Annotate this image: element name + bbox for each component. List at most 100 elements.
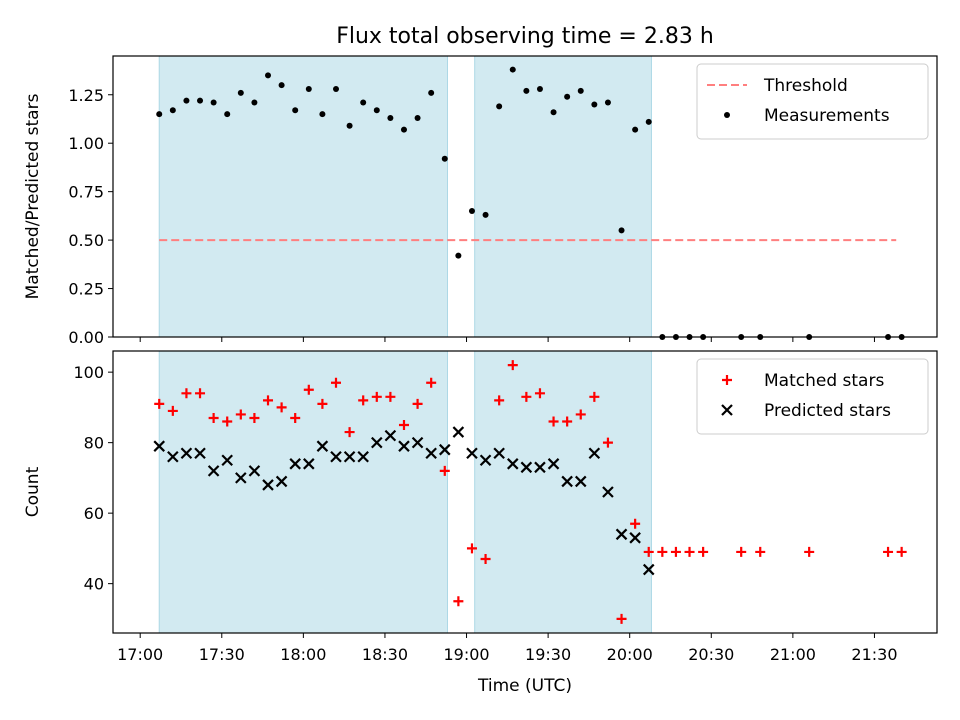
x-tick-label: 20:00	[607, 645, 653, 664]
matched-star-point	[562, 416, 573, 427]
y-tick-label: 80	[84, 434, 104, 453]
predicted-star-point	[547, 458, 560, 470]
predicted-star-point	[275, 475, 288, 488]
matched-star-point	[208, 412, 219, 423]
predicted-star-point	[479, 454, 492, 467]
matched-star-point	[602, 437, 613, 448]
matched-star-point	[303, 384, 314, 395]
measurement-point	[169, 107, 176, 114]
matched-star-point	[657, 546, 668, 557]
matched-star-point	[616, 613, 627, 624]
x-tick-label: 21:30	[851, 645, 897, 664]
y-tick-label: 1.00	[68, 134, 104, 153]
matched-star-point	[317, 398, 328, 409]
predicted-star-point	[316, 440, 329, 452]
predicted-star-point	[561, 475, 573, 488]
measurement-point	[428, 89, 435, 96]
legend-label: Measurements	[764, 106, 890, 126]
shaded-interval	[474, 55, 652, 338]
predicted-star-point	[398, 440, 410, 452]
measurement-point	[156, 111, 163, 118]
predicted-star-point	[588, 447, 601, 460]
legend-label: Threshold	[763, 76, 848, 96]
predicted-star-point	[629, 532, 641, 544]
matched-star-point	[883, 546, 894, 557]
axes-frame	[112, 55, 938, 338]
measurement-point	[618, 227, 625, 234]
matched-star-point	[167, 405, 178, 416]
shaded-interval	[158, 55, 448, 338]
measurement-point	[387, 115, 394, 122]
predicted-star-point	[534, 461, 546, 474]
measurement-point	[564, 93, 571, 100]
matched-star-point	[330, 377, 341, 388]
matched-star-point	[371, 391, 382, 402]
y-tick-label: 100	[73, 363, 104, 382]
predicted-star-point	[371, 436, 383, 449]
measurement-point	[197, 97, 204, 104]
predicted-star-point	[248, 465, 261, 477]
measurement-point	[292, 107, 299, 114]
matched-star-point	[426, 377, 437, 388]
axes-frame	[112, 350, 938, 634]
x-axis-label: Time (UTC)	[477, 676, 572, 696]
measurement-point	[523, 87, 530, 94]
measurement-point	[237, 89, 244, 96]
matched-star-point	[507, 360, 518, 371]
x-tick-label: 19:30	[525, 645, 571, 664]
measurement-point	[645, 118, 652, 125]
predicted-star-point	[574, 475, 587, 488]
predicted-star-point	[493, 447, 505, 460]
measurement-point	[455, 252, 462, 259]
measurement-point	[346, 122, 353, 129]
matched-star-point	[548, 416, 559, 427]
x-tick-label: 21:00	[770, 645, 816, 664]
measurement-point	[632, 126, 639, 133]
matched-star-point	[896, 546, 907, 557]
matched-star-point	[466, 543, 477, 554]
measurement-point	[373, 107, 380, 114]
legend-swatch-measurements	[724, 112, 730, 118]
x-tick-label: 19:00	[443, 645, 489, 664]
matched-star-point	[630, 518, 641, 529]
measurement-point	[591, 101, 598, 108]
predicted-star-point	[180, 447, 193, 460]
y-tick-label: 0.25	[68, 280, 104, 299]
matched-star-point	[276, 402, 287, 413]
y-tick-label: 0.75	[68, 183, 104, 202]
figure-title: Flux total observing time = 2.83 h	[336, 24, 714, 49]
measurement-point	[414, 115, 421, 122]
matched-star-point	[154, 398, 165, 409]
measurement-point	[577, 87, 584, 94]
predicted-star-point	[221, 454, 233, 467]
predicted-star-point	[289, 458, 301, 470]
predicted-star-point	[438, 443, 451, 456]
matched-star-point	[670, 546, 681, 557]
predicted-star-point	[235, 472, 247, 484]
measurement-point	[319, 111, 326, 118]
measurement-point	[441, 155, 448, 162]
measurement-point	[496, 103, 503, 110]
measurement-point	[400, 126, 407, 133]
matched-star-point	[736, 546, 747, 557]
predicted-star-point	[303, 458, 315, 470]
predicted-star-point	[357, 450, 369, 463]
predicted-star-point	[506, 458, 519, 470]
predicted-star-point	[207, 465, 220, 477]
predicted-star-point	[520, 461, 533, 474]
bottom-axes: 40 60 80 100 17:00 17:30 18:00 18:30 19:00 19:30 2…	[23, 350, 938, 664]
measurement-point	[265, 72, 272, 79]
matched-star-point	[358, 395, 369, 406]
measurement-point	[251, 99, 258, 106]
matched-star-point	[755, 546, 766, 557]
predicted-star-point	[194, 447, 206, 460]
measurement-point	[468, 208, 475, 215]
measurement-point	[536, 85, 543, 92]
matched-star-point	[181, 388, 192, 399]
matched-star-point	[249, 412, 260, 423]
top-axes: 0.00 0.25 0.50 0.75 1.00 1.25 Matched/Predicte…	[23, 55, 938, 347]
matched-star-point	[804, 546, 815, 557]
predicted-star-point	[343, 450, 356, 463]
y-tick-label: 60	[84, 504, 104, 523]
